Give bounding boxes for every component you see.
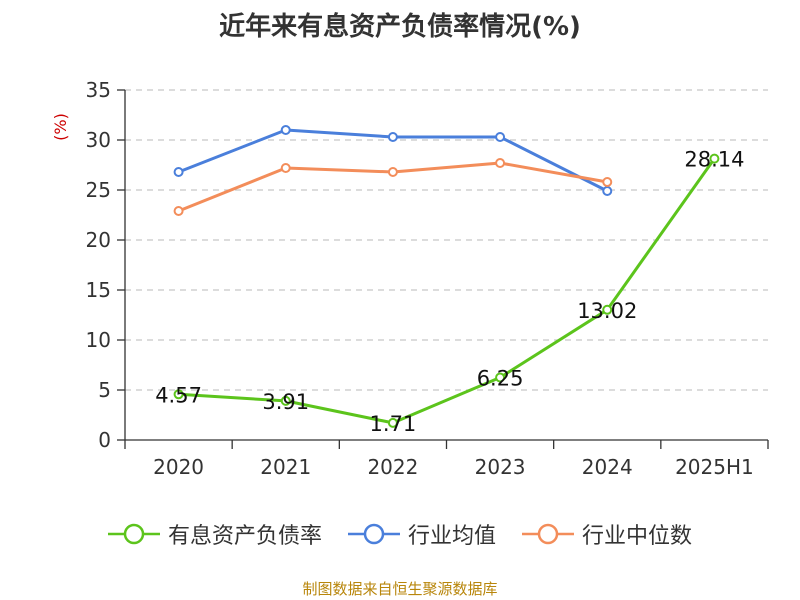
- legend-swatch: [347, 523, 400, 545]
- legend-item[interactable]: 行业中位数: [522, 518, 692, 550]
- data-point: [709, 153, 720, 164]
- x-tick-label: 2024: [582, 455, 633, 479]
- chart-title: 近年来有息资产负债率情况(%): [219, 12, 581, 42]
- data-point: [173, 167, 184, 177]
- data-point: [280, 125, 291, 135]
- y-tick-label: 5: [98, 378, 111, 402]
- data-label: 3.91: [262, 390, 309, 414]
- series-line: [178, 157, 716, 425]
- data-point: [495, 158, 506, 168]
- y-tick-label: 0: [98, 428, 111, 452]
- data-point: [280, 163, 291, 173]
- data-point: [387, 132, 398, 142]
- grid-lines: [125, 89, 768, 391]
- data-point: [602, 304, 613, 315]
- data-point: [387, 417, 398, 428]
- legend-label: 有息资产负债率: [167, 524, 322, 549]
- data-labels: 4.57 3.91 1.71 6.25 13.02 28.14: [155, 148, 744, 436]
- x-tick-label: 2025H1: [675, 455, 754, 479]
- data-point: [280, 395, 291, 406]
- y-tick-label: 10: [86, 328, 111, 352]
- y-tick-label: 25: [86, 178, 111, 202]
- y-tick-label: 35: [86, 78, 111, 102]
- series-lines: [173, 125, 720, 428]
- y-axis-label: (%): [51, 113, 70, 141]
- legend: 有息资产负债率 行业均值 行业中位数: [0, 518, 800, 550]
- data-point: [495, 132, 506, 142]
- x-tick-label: 2022: [367, 455, 418, 479]
- x-tick-label: 2021: [260, 455, 311, 479]
- legend-label: 行业均值: [407, 524, 496, 549]
- legend-label: 行业中位数: [582, 524, 693, 549]
- x-tick-label: 2023: [475, 455, 526, 479]
- legend-swatch: [107, 523, 160, 545]
- data-point: [495, 372, 506, 383]
- y-tick-label: 15: [86, 278, 111, 302]
- data-label: 1.71: [370, 412, 417, 436]
- data-label: 13.02: [577, 299, 637, 323]
- axes: 0 5 10 15 20 25 30 35 (%) 2020 2021 2022 2023 2024 202…: [51, 78, 769, 479]
- x-tick-label: 2020: [153, 455, 204, 479]
- data-point: [173, 206, 184, 216]
- legend-marker: [537, 523, 559, 545]
- data-point: [173, 389, 184, 400]
- data-label: 6.25: [477, 367, 524, 391]
- legend-item[interactable]: 有息资产负债率: [107, 518, 322, 550]
- legend-marker: [363, 523, 385, 545]
- data-point: [387, 167, 398, 177]
- data-point: [602, 177, 613, 187]
- data-point: [602, 186, 613, 196]
- legend-marker: [123, 523, 145, 545]
- y-tick-label: 20: [86, 228, 111, 252]
- y-tick-label: 30: [86, 128, 111, 152]
- data-label: 28.14: [684, 148, 744, 172]
- legend-item[interactable]: 行业均值: [347, 518, 496, 550]
- data-label: 4.57: [155, 383, 202, 407]
- legend-swatch: [522, 523, 574, 545]
- source-note: 制图数据来自恒生聚源数据库: [302, 580, 498, 598]
